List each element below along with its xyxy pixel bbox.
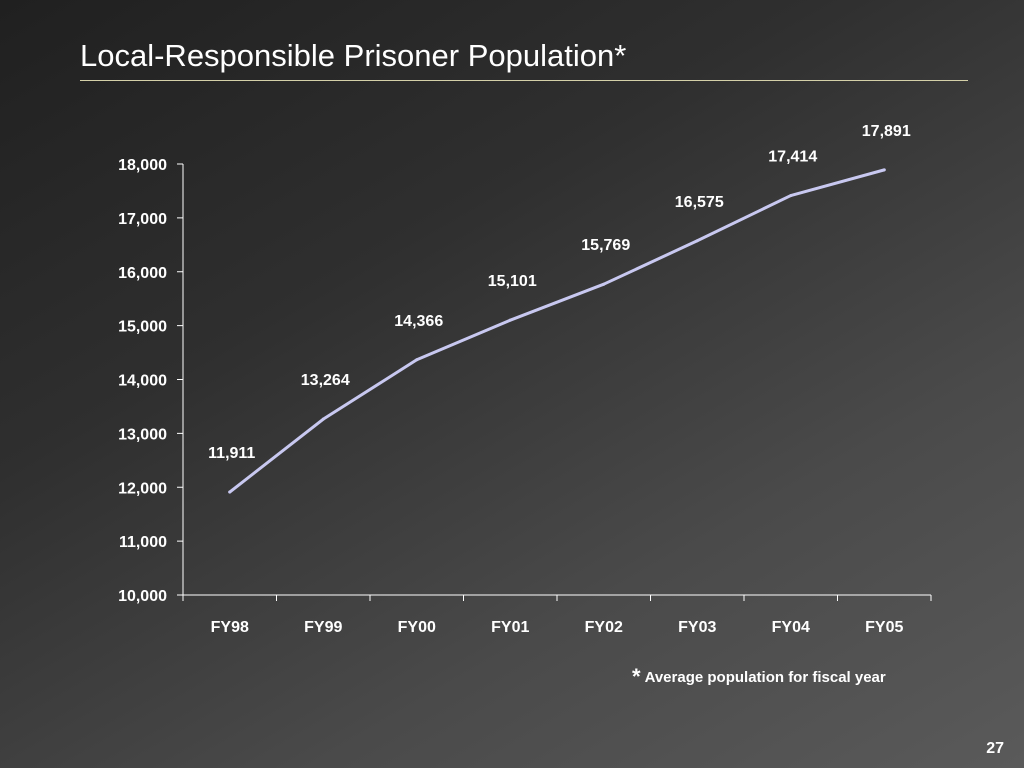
x-tick-label: FY05: [865, 619, 903, 636]
footnote: * Average population for fiscal year: [632, 664, 886, 690]
data-label: 13,264: [301, 372, 350, 389]
y-tick-label: 10,000: [118, 588, 167, 605]
data-label: 15,769: [581, 237, 630, 254]
y-tick-label: 16,000: [118, 265, 167, 282]
data-label: 14,366: [394, 313, 443, 330]
y-tick-label: 12,000: [118, 480, 167, 497]
footnote-text: Average population for fiscal year: [644, 669, 886, 686]
footnote-symbol: *: [632, 664, 641, 689]
y-tick-label: 15,000: [118, 319, 167, 336]
x-tick-label: FY98: [211, 619, 249, 636]
x-tick-label: FY03: [678, 619, 716, 636]
data-label: 16,575: [675, 194, 724, 211]
data-point: [415, 358, 419, 362]
y-tick-label: 17,000: [118, 211, 167, 228]
data-point: [882, 168, 886, 172]
chart-ticks: 10,000 11,000 12,000 13,000 14,000 15,000 16,0…: [118, 157, 932, 636]
y-tick-label: 11,000: [119, 534, 167, 551]
page-title: Local-Responsible Prisoner Population*: [80, 38, 627, 73]
page-number: 27: [986, 740, 1004, 757]
y-tick-label: 14,000: [118, 373, 167, 390]
data-label: 17,414: [768, 149, 817, 166]
series-line: [228, 168, 886, 494]
data-label: 15,101: [488, 273, 537, 290]
data-point: [228, 490, 232, 494]
x-tick-label: FY00: [398, 619, 436, 636]
chart-series: [228, 168, 886, 494]
chart-axes: [182, 164, 931, 596]
x-tick-label: FY99: [304, 619, 342, 636]
data-label: 11,911: [208, 445, 255, 462]
data-label: 17,891: [862, 123, 911, 140]
data-point: [321, 417, 325, 421]
x-tick-label: FY02: [585, 619, 623, 636]
data-point: [789, 194, 793, 198]
x-tick-label: FY04: [772, 619, 810, 636]
data-point: [508, 318, 512, 322]
title-divider: [80, 80, 968, 81]
chart-data-labels: 11,911 13,264 14,366 15,101 15,769 16,575 17,4…: [208, 123, 911, 462]
y-tick-label: 18,000: [118, 157, 167, 174]
y-tick-label: 13,000: [118, 426, 167, 443]
x-tick-label: FY01: [491, 619, 529, 636]
data-point: [602, 282, 606, 286]
data-point: [695, 239, 699, 243]
